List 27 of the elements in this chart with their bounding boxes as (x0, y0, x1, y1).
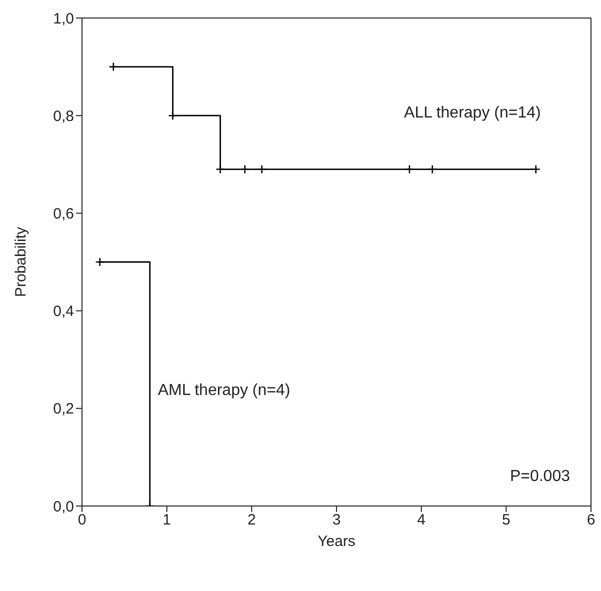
annotation: P=0.003 (510, 468, 570, 486)
y-tick-label: 0,6 (53, 206, 74, 223)
point (108, 62, 118, 72)
series-label: AML therapy (n=4) (158, 382, 290, 399)
point (428, 164, 438, 174)
y-tick-label: 1,0 (53, 10, 74, 28)
point (216, 164, 225, 174)
x-tick-label: 5 (502, 512, 510, 529)
text: ALL therapy (n=14) (404, 104, 541, 122)
x-tick-label: 6 (586, 512, 596, 529)
x-tick-label: 2 (247, 512, 256, 529)
point (240, 164, 250, 174)
point (95, 257, 104, 267)
y-tick-label: 0,0 (53, 498, 74, 516)
x-axis-title: Years (318, 533, 356, 550)
point (531, 164, 541, 174)
y-axis-title: Probability (12, 226, 30, 298)
y-tick-label: 0,8 (53, 108, 74, 125)
y-tick-label: 0,4 (53, 303, 74, 320)
y-tick-label: 0,2 (53, 400, 74, 418)
point (257, 164, 266, 174)
x-tick-label: 0 (78, 512, 86, 529)
x-tick-label: 1 (162, 512, 172, 529)
point (168, 110, 178, 120)
x-tick-label: 4 (417, 512, 426, 529)
point (404, 164, 414, 174)
x-tick-label: 3 (332, 512, 341, 529)
